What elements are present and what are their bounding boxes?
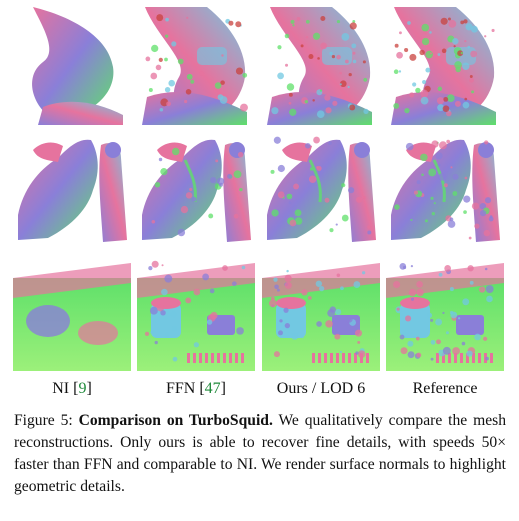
render-horse-statue-col1 xyxy=(13,130,131,248)
normal-map-render xyxy=(386,263,504,371)
caption-body: We qualitatively compare the mesh recons… xyxy=(14,412,506,495)
render-machine-parts-col3 xyxy=(262,253,380,371)
render-machine-parts-col2 xyxy=(137,253,255,371)
normal-map-render xyxy=(262,263,380,371)
normal-map-render xyxy=(137,260,255,371)
normal-map-render xyxy=(142,7,248,125)
render-bunny-legs-col1 xyxy=(13,7,131,125)
render-machine-parts-col1 xyxy=(13,253,131,371)
render-horse-statue-col4 xyxy=(386,130,504,248)
render-bunny-legs-col3 xyxy=(262,7,380,125)
render-horse-statue-col2 xyxy=(137,130,255,248)
normal-map-render xyxy=(18,139,127,242)
render-horse-statue-col3 xyxy=(262,130,380,248)
column-label-ffn: FFN [47] xyxy=(165,380,226,397)
caption-title: Comparison on TurboSquid. xyxy=(78,412,273,429)
render-machine-parts-col4 xyxy=(386,253,504,371)
column-label-ours: Ours / LOD 6 xyxy=(276,380,366,397)
caption-number: Figure 5: xyxy=(14,412,79,429)
normal-map-render xyxy=(142,139,251,242)
figure-caption: Figure 5: Comparison on TurboSquid. We q… xyxy=(14,410,506,498)
citation-ref[interactable]: 9 xyxy=(78,380,87,397)
normal-map-render xyxy=(32,7,123,125)
column-label-ni: NI [9] xyxy=(52,380,92,397)
column-label-reference: Reference xyxy=(412,380,478,397)
normal-map-render xyxy=(391,7,496,125)
render-bunny-legs-col4 xyxy=(386,7,504,125)
normal-map-render xyxy=(391,139,500,242)
render-bunny-legs-col2 xyxy=(137,7,255,125)
citation-ref[interactable]: 47 xyxy=(204,380,221,397)
normal-map-render xyxy=(13,263,131,371)
normal-map-render xyxy=(267,136,376,242)
normal-map-render xyxy=(267,7,372,125)
